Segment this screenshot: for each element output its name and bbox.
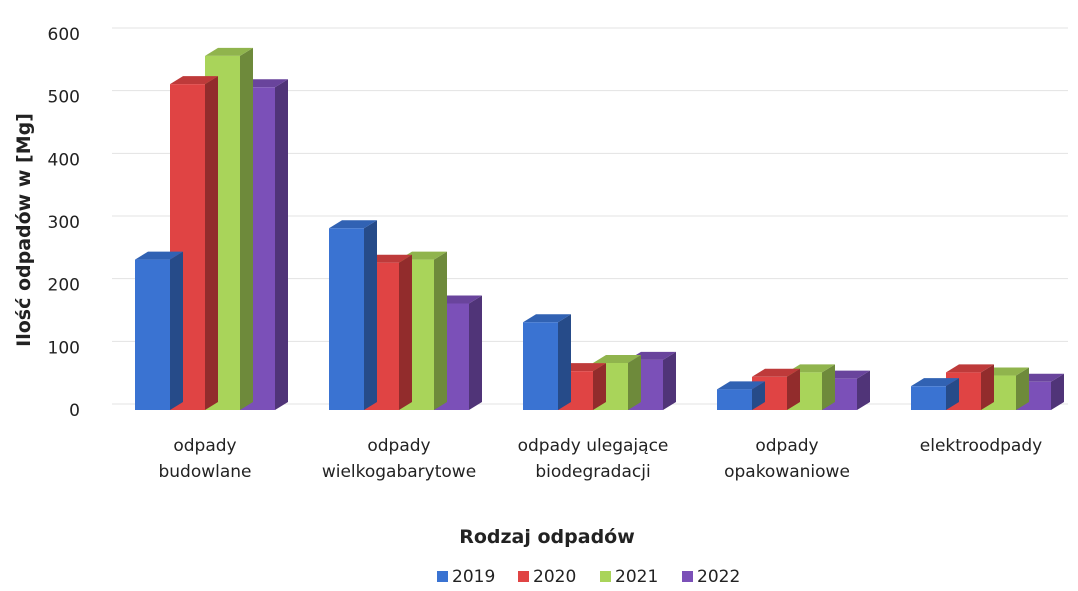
x-category-label: odpady ulegające biodegradacji bbox=[518, 436, 669, 482]
bar-side bbox=[628, 355, 641, 410]
legend-label: 2020 bbox=[533, 567, 576, 587]
bar bbox=[911, 378, 959, 410]
bar-side bbox=[205, 76, 218, 410]
y-axis-title: Ilość odpadów w [Mg] bbox=[13, 113, 35, 347]
legend-item: 2021 bbox=[600, 567, 658, 587]
bar-side bbox=[593, 363, 606, 410]
bar-side bbox=[170, 251, 183, 410]
x-category-label: elektroodpady bbox=[920, 436, 1042, 456]
bar-top bbox=[329, 220, 377, 229]
bar-side bbox=[558, 314, 571, 410]
legend-item: 2019 bbox=[437, 567, 495, 587]
legend-item: 2022 bbox=[682, 567, 740, 587]
x-category-label: odpady budowlane bbox=[158, 436, 251, 482]
x-axis-title: Rodzaj odpadów bbox=[459, 526, 635, 548]
bars bbox=[135, 47, 1064, 411]
bar-top bbox=[717, 381, 765, 390]
bar-front bbox=[911, 386, 946, 410]
legend-label: 2021 bbox=[615, 567, 658, 587]
bar bbox=[329, 220, 377, 410]
legend-item: 2020 bbox=[518, 567, 576, 587]
bar-side bbox=[364, 220, 377, 410]
y-tick-label: 600 bbox=[48, 25, 80, 45]
bar-side bbox=[787, 368, 800, 410]
bar-front bbox=[329, 228, 364, 410]
bar-side bbox=[981, 364, 994, 410]
bar-top bbox=[911, 378, 959, 387]
bar-side bbox=[857, 370, 870, 410]
bar-side bbox=[275, 79, 288, 411]
x-category-label: odpady opakowaniowe bbox=[724, 436, 850, 482]
x-category-label: odpady wielkogabarytowe bbox=[322, 436, 476, 482]
legend: 2019 2020 2021 2022 bbox=[437, 567, 740, 587]
y-tick-label: 500 bbox=[48, 88, 80, 108]
bar-side bbox=[663, 351, 676, 410]
bar bbox=[170, 76, 218, 410]
bar bbox=[752, 368, 800, 410]
y-tick-label: 300 bbox=[48, 213, 80, 233]
legend-label: 2022 bbox=[697, 567, 740, 587]
y-tick-label: 200 bbox=[48, 276, 80, 296]
y-tick-label: 0 bbox=[69, 401, 80, 421]
bar-side bbox=[399, 254, 412, 410]
bar-side bbox=[946, 378, 959, 410]
bar-top bbox=[593, 355, 641, 363]
bar-top bbox=[205, 47, 253, 56]
bar-top bbox=[135, 251, 183, 260]
bar-top bbox=[170, 76, 218, 85]
y-tick-label: 400 bbox=[48, 150, 80, 170]
y-tick-label: 100 bbox=[48, 338, 80, 358]
y-axis-ticks: 0 100 200 300 400 500 600 bbox=[48, 25, 80, 421]
bar bbox=[523, 314, 571, 410]
bar-top bbox=[523, 314, 571, 323]
bar-side bbox=[469, 295, 482, 410]
bar-front bbox=[717, 389, 752, 410]
bar-top bbox=[946, 364, 994, 373]
bar-front bbox=[135, 259, 170, 410]
legend-swatch bbox=[600, 571, 611, 582]
bar-side bbox=[434, 251, 447, 410]
bar-side bbox=[1016, 367, 1029, 410]
legend-swatch bbox=[682, 571, 693, 582]
bar-side bbox=[752, 381, 765, 410]
legend-swatch bbox=[518, 571, 529, 582]
legend-swatch bbox=[437, 571, 448, 582]
bar bbox=[717, 381, 765, 410]
legend-label: 2019 bbox=[452, 567, 495, 587]
bar-front bbox=[523, 322, 558, 410]
x-axis-categories: odpady budowlane odpady wielkogabarytowe odp… bbox=[158, 436, 1042, 482]
bar-side bbox=[240, 47, 253, 410]
bar-top bbox=[752, 368, 800, 377]
bar bbox=[135, 251, 183, 410]
bar-side bbox=[1051, 373, 1064, 410]
bar-side bbox=[822, 364, 835, 410]
